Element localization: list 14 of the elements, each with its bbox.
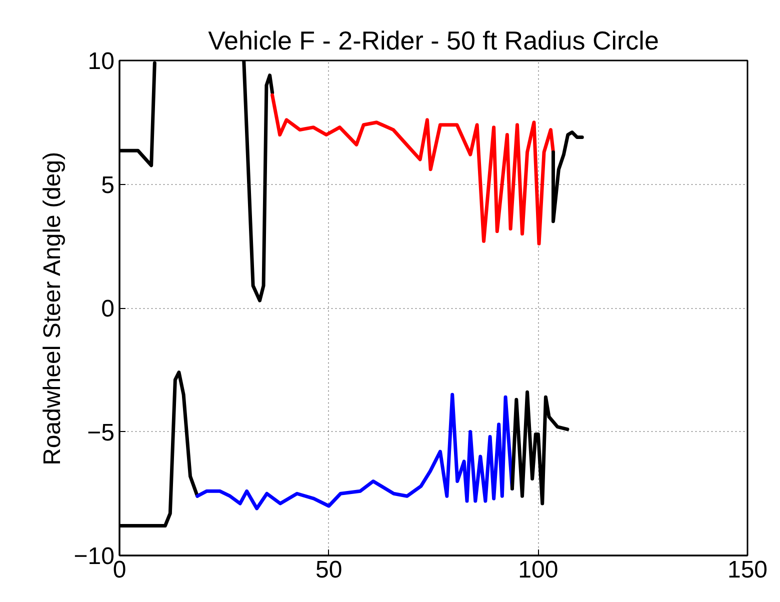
y-tick-label: −10: [74, 543, 115, 570]
y-tick-label: 10: [88, 48, 115, 75]
x-tick-label: 50: [315, 556, 342, 584]
line-series: [551, 130, 584, 224]
y-tick-label: 0: [101, 296, 115, 322]
x-tick-label: 100: [518, 556, 558, 584]
x-tick-label: 150: [727, 556, 768, 584]
y-axis-title: Roadwheel Steer Angle (deg): [38, 152, 66, 466]
y-tick-label: −5: [87, 419, 115, 446]
chart-title: Vehicle F - 2-Rider - 50 ft Radius Circle: [208, 26, 659, 56]
y-tick-label: 5: [101, 172, 115, 199]
line-series: [270, 93, 555, 246]
line-series: [510, 390, 570, 506]
line-series: [196, 392, 514, 510]
